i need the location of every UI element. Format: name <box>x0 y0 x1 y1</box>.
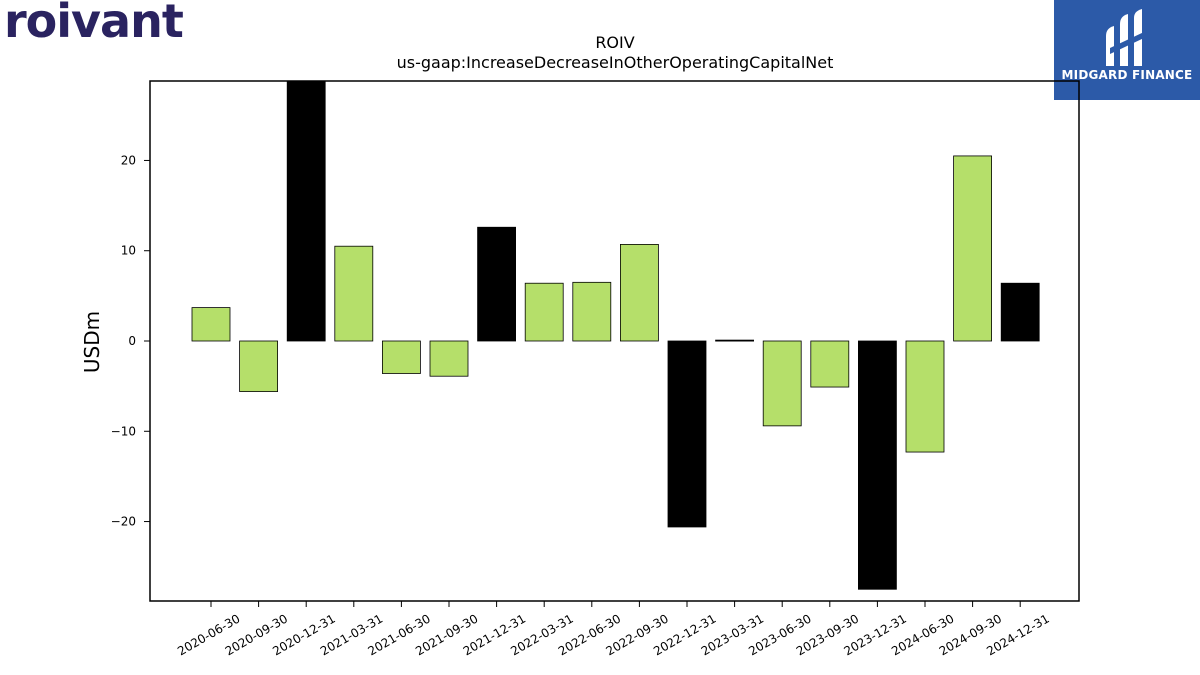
bar-2021-03-31 <box>334 245 374 342</box>
plot-frame <box>149 80 1080 602</box>
bar-2023-09-30 <box>810 340 850 388</box>
bar-2024-09-30 <box>953 155 992 342</box>
x-axis: 2020-06-302020-09-302020-12-312021-03-31… <box>175 601 1052 658</box>
bar-2021-12-31 <box>477 226 517 342</box>
bar-2023-03-31 <box>715 339 754 342</box>
bar-2021-06-30 <box>381 340 421 374</box>
y-tick-label: 0 <box>128 334 136 348</box>
chart-title: ROIV <box>595 33 634 52</box>
bar-2023-06-30 <box>762 340 802 427</box>
midgard-logo-mark-icon <box>1106 9 1144 66</box>
bar-2020-12-31 <box>286 80 326 342</box>
bar-2022-06-30 <box>572 281 612 342</box>
bar-2020-09-30 <box>239 340 279 392</box>
bar-2021-09-30 <box>429 340 469 377</box>
bar-2024-06-30 <box>905 340 945 453</box>
midgard-logo-text: MIDGARD FINANCE <box>1061 68 1193 82</box>
bars-group <box>191 80 1040 590</box>
y-tick-label: 20 <box>121 153 136 167</box>
bar-2022-09-30 <box>620 244 659 342</box>
y-tick-label: −10 <box>111 424 136 438</box>
bar-2020-06-30 <box>191 307 231 342</box>
bar-2022-03-31 <box>524 282 564 342</box>
y-axis: −20 −10 0 10 20 <box>111 153 150 529</box>
roivant-logo: roivant <box>4 0 184 48</box>
y-axis-label: USDm <box>80 311 104 373</box>
chart-subtitle: us-gaap:IncreaseDecreaseInOtherOperating… <box>397 53 834 72</box>
bar-2022-12-31 <box>667 340 707 528</box>
y-tick-label: −20 <box>111 515 136 529</box>
bar-2023-12-31 <box>858 340 897 590</box>
bar-2024-12-31 <box>1000 282 1040 342</box>
midgard-finance-logo: MIDGARD FINANCE <box>1054 0 1200 100</box>
y-tick-label: 10 <box>121 244 136 258</box>
